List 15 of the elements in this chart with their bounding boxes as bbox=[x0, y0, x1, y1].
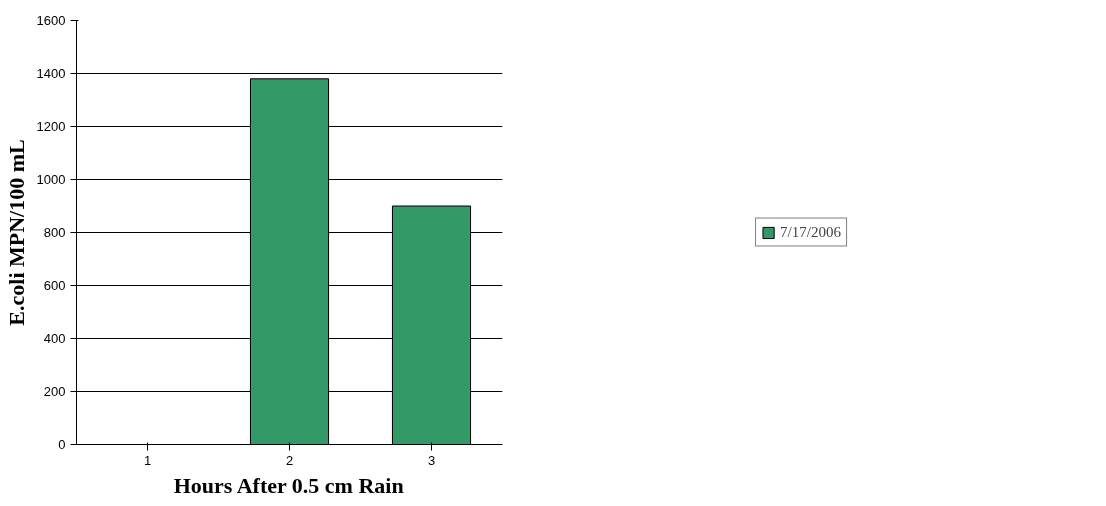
y-tick-label: 400 bbox=[43, 331, 66, 346]
x-axis-title: Hours After 0.5 cm Rain bbox=[173, 472, 404, 498]
x-tick-label: 2 bbox=[285, 452, 294, 468]
x-tick-label: 1 bbox=[143, 452, 152, 468]
y-tick-label: 1400 bbox=[36, 66, 66, 81]
y-tick-label: 1600 bbox=[36, 13, 66, 28]
legend-label: 7/17/2006 bbox=[780, 223, 841, 241]
y-tick-label: 600 bbox=[43, 278, 66, 293]
y-tick-label: 1000 bbox=[36, 172, 66, 187]
y-tick-label: 1200 bbox=[36, 119, 66, 134]
y-tick-label: 800 bbox=[43, 225, 66, 240]
y-axis-title: E.coli MPN/100 mL bbox=[3, 139, 29, 326]
y-tick-label: 0 bbox=[58, 437, 66, 452]
x-tick-label: 3 bbox=[427, 452, 436, 468]
y-tick-label: 200 bbox=[43, 384, 66, 399]
